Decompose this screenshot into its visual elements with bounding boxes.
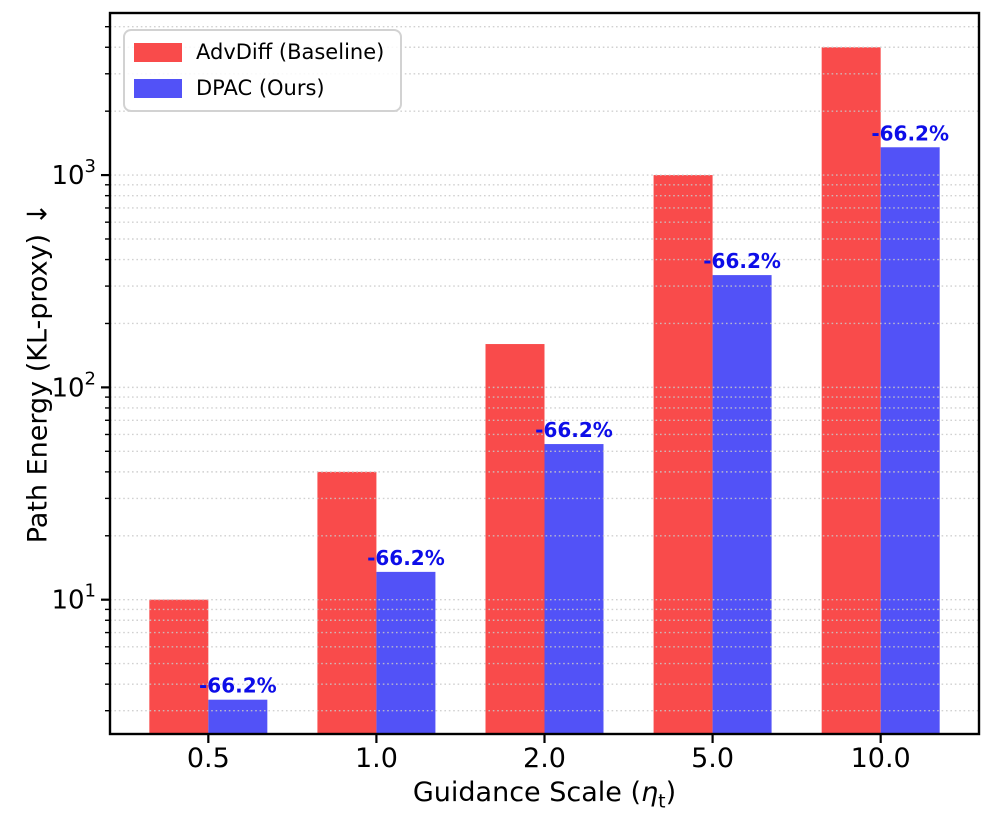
x-axis-label: Guidance Scale (ηt): [110, 777, 979, 812]
annotation-label: -66.2%: [871, 121, 949, 145]
x-tick-label: 0.5: [187, 743, 230, 774]
x-axis-label-symbol: η: [641, 777, 659, 808]
bar-advdiff: [653, 175, 713, 735]
legend-label-advdiff: AdvDiff (Baseline): [196, 40, 385, 64]
y-tick-label: 101: [51, 581, 96, 616]
bar-dpac: [208, 699, 268, 734]
bar-dpac: [376, 571, 436, 734]
legend-entry-advdiff: AdvDiff (Baseline): [134, 38, 386, 66]
plot-frame: [108, 11, 981, 736]
legend-swatch-dpac: [134, 78, 182, 98]
bar-dpac: [880, 147, 940, 735]
x-axis-label-suffix: ): [665, 777, 677, 808]
annotation-label: -66.2%: [199, 674, 277, 698]
annotation-label: -66.2%: [367, 546, 445, 570]
bar-dpac: [544, 444, 604, 734]
bar-dpac: [712, 275, 772, 734]
annotation-label: -66.2%: [703, 249, 781, 273]
legend-label-dpac: DPAC (Ours): [196, 76, 325, 100]
x-tick-label: 5.0: [691, 743, 734, 774]
x-axis-label-prefix: Guidance Scale (: [412, 777, 642, 808]
legend-swatch-advdiff: [134, 42, 182, 62]
y-tick-label: 103: [51, 156, 96, 191]
y-axis-label: Path Energy (KL-proxy) ↓: [22, 202, 54, 544]
x-tick-label: 10.0: [851, 743, 911, 774]
y-tick-label: 102: [51, 368, 96, 403]
bar-advdiff: [485, 344, 545, 734]
annotation-label: -66.2%: [535, 418, 613, 442]
bar-advdiff: [821, 47, 881, 734]
x-tick-label: 1.0: [355, 743, 398, 774]
legend-entry-dpac: DPAC (Ours): [134, 74, 386, 102]
bar-advdiff: [149, 599, 209, 734]
x-tick-label: 2.0: [523, 743, 566, 774]
bar-advdiff: [317, 471, 377, 734]
legend: AdvDiff (Baseline) DPAC (Ours): [123, 29, 402, 112]
x-axis-label-subscript: t: [658, 790, 666, 813]
